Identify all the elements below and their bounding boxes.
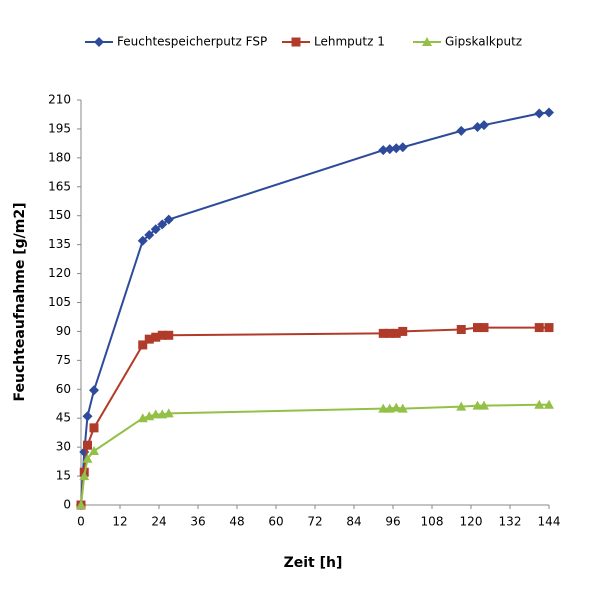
marker	[137, 235, 148, 246]
marker	[534, 323, 544, 333]
marker	[150, 409, 161, 419]
x-axis-title: Zeit [h]	[284, 555, 343, 571]
x-tick-label: 0	[77, 515, 85, 529]
marker	[378, 145, 389, 156]
legend-label: Feuchtespeicherputz FSP	[117, 35, 267, 49]
marker	[151, 332, 161, 342]
y-tick-label: 120	[48, 266, 71, 280]
marker	[83, 440, 92, 450]
x-tick-label: 72	[307, 515, 322, 529]
marker	[89, 385, 99, 396]
y-tick-label: 75	[56, 353, 71, 367]
legend-marker	[422, 37, 432, 46]
marker	[534, 108, 545, 119]
marker	[472, 400, 483, 410]
x-tick-label: 132	[499, 515, 522, 529]
marker	[479, 120, 489, 131]
marker	[479, 400, 489, 410]
marker	[544, 323, 554, 333]
y-tick-label: 195	[48, 121, 71, 135]
marker	[544, 399, 554, 409]
y-tick-label: 15	[56, 469, 71, 483]
marker	[391, 402, 402, 412]
marker	[397, 142, 408, 153]
y-tick-label: 30	[56, 440, 71, 454]
marker	[144, 230, 155, 240]
legend-marker	[94, 37, 104, 47]
marker	[456, 325, 466, 334]
x-tick-label: 84	[346, 515, 361, 529]
marker	[534, 399, 545, 409]
x-tick-label: 96	[385, 515, 400, 529]
marker	[456, 401, 467, 411]
marker	[138, 340, 148, 350]
y-axis-title: Feuchteaufnahme [g/m2]	[12, 202, 28, 401]
marker	[398, 326, 408, 336]
marker	[473, 323, 482, 333]
series-line	[80, 111, 550, 506]
x-tick-label: 108	[421, 515, 444, 529]
marker	[397, 403, 408, 413]
marker	[163, 408, 174, 418]
y-tick-label: 165	[48, 179, 71, 193]
marker	[544, 107, 554, 118]
marker	[378, 403, 389, 413]
marker	[89, 423, 99, 433]
marker	[157, 219, 168, 230]
marker	[157, 330, 167, 340]
y-tick-label: 105	[48, 295, 71, 309]
x-tick-label: 144	[538, 515, 561, 529]
y-tick-label: 180	[48, 150, 71, 164]
legend-marker	[291, 37, 301, 47]
marker	[391, 328, 401, 338]
marker	[378, 328, 388, 338]
marker	[456, 125, 467, 136]
x-tick-label: 36	[190, 515, 205, 529]
marker	[82, 453, 93, 463]
y-tick-label: 135	[48, 237, 71, 251]
marker	[385, 328, 395, 338]
x-tick-label: 60	[268, 515, 283, 529]
x-tick-label: 12	[112, 515, 127, 529]
y-tick-label: 150	[48, 208, 71, 222]
x-tick-label: 48	[229, 515, 244, 529]
marker	[89, 446, 99, 455]
marker	[164, 330, 174, 340]
marker	[479, 323, 489, 333]
y-tick-label: 210	[48, 93, 71, 107]
marker	[384, 144, 395, 155]
marker	[82, 411, 93, 422]
y-tick-label: 45	[56, 411, 71, 425]
marker	[150, 224, 161, 235]
x-tick-label: 120	[460, 515, 483, 529]
marker	[76, 500, 86, 509]
legend-label: Lehmputz 1	[314, 35, 385, 49]
y-tick-label: 60	[56, 382, 71, 396]
y-tick-label: 90	[56, 324, 71, 338]
y-tick-label: 0	[63, 498, 71, 512]
marker	[163, 214, 174, 225]
marker	[391, 143, 402, 154]
marker	[144, 334, 154, 344]
legend-label: Gipskalkputz	[445, 35, 522, 49]
x-tick-label: 24	[151, 515, 166, 529]
marker	[79, 471, 90, 481]
